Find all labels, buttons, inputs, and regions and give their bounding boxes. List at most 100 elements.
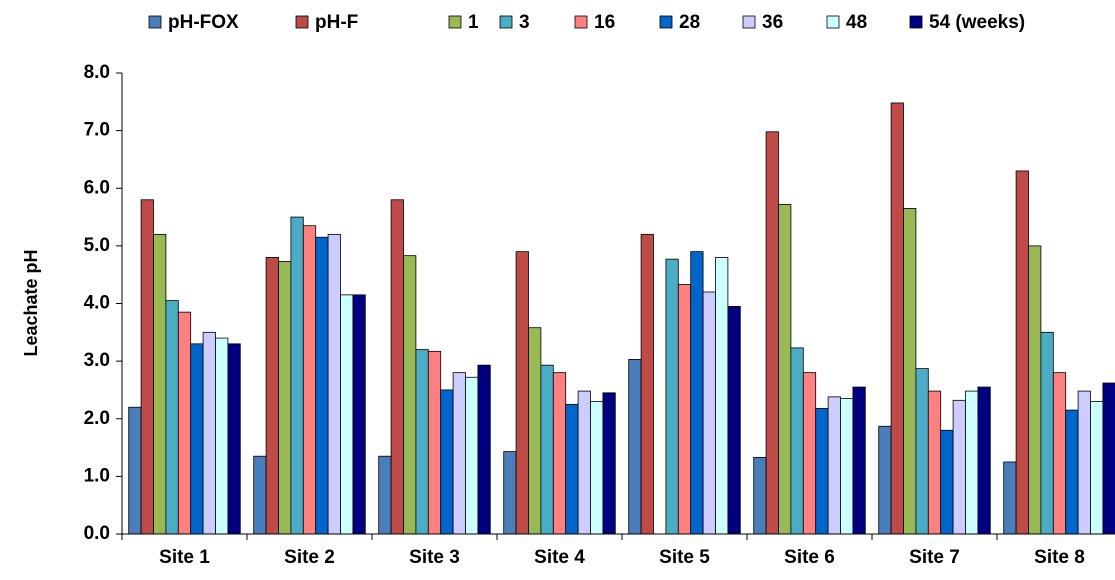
bar [415, 349, 429, 535]
bar [427, 350, 442, 535]
bar [765, 131, 779, 535]
bar [677, 284, 692, 535]
y-tick-label: 3.0 [84, 350, 110, 371]
bar [452, 372, 466, 535]
bar [140, 199, 154, 535]
x-tick-label: Site 6 [784, 547, 835, 568]
bar [403, 255, 417, 535]
bar [965, 390, 979, 535]
bar [1102, 382, 1115, 535]
legend-label: 3 [519, 12, 530, 33]
bar [878, 425, 892, 535]
legend-swatch [826, 15, 840, 29]
y-tick-label: 5.0 [84, 235, 110, 256]
bar [1090, 401, 1104, 535]
bar [327, 233, 341, 535]
bar [290, 216, 304, 535]
bar [278, 261, 292, 535]
legend-swatch [148, 15, 162, 29]
bar [540, 364, 554, 535]
legend-label: pH-F [315, 12, 358, 33]
bar [378, 455, 392, 535]
bar [465, 376, 479, 535]
legend-label: 54 (weeks) [929, 12, 1025, 33]
bar [665, 258, 679, 535]
legend-swatch [909, 15, 923, 29]
bar [628, 358, 642, 535]
bar [177, 311, 192, 535]
bar [1028, 245, 1042, 535]
bar [515, 251, 529, 535]
bar [1015, 170, 1029, 535]
bar [302, 225, 317, 535]
legend-label: 36 [762, 12, 783, 33]
bar [352, 294, 366, 535]
x-tick-label: Site 8 [1034, 547, 1085, 568]
bar [1040, 331, 1054, 535]
y-tick-label: 1.0 [84, 465, 110, 486]
bar [852, 386, 866, 535]
bar [702, 291, 716, 535]
bar [790, 347, 804, 535]
legend-label: 16 [594, 12, 615, 33]
bar [227, 343, 241, 535]
bar [477, 364, 491, 535]
x-tick-label: Site 5 [659, 547, 710, 568]
legend-label: pH-FOX [168, 12, 239, 33]
bar [727, 305, 741, 535]
legend-swatch [742, 15, 756, 29]
x-tick-label: Site 2 [284, 547, 335, 568]
bar [778, 203, 792, 535]
y-tick-label: 6.0 [84, 177, 110, 198]
bar [153, 233, 167, 535]
bar [215, 337, 229, 535]
bar [1065, 409, 1079, 535]
bar [577, 390, 591, 535]
bar [340, 294, 354, 535]
bar [753, 456, 767, 535]
bar [1052, 372, 1067, 535]
bar [590, 401, 604, 535]
bar [952, 399, 966, 535]
legend-swatch [295, 15, 309, 29]
bar [565, 403, 579, 535]
bar [827, 396, 841, 535]
bar [202, 331, 216, 535]
bar [390, 199, 404, 535]
bar [503, 451, 517, 535]
y-tick-label: 0.0 [84, 523, 110, 544]
x-tick-label: Site 4 [534, 547, 585, 568]
bar [128, 406, 142, 535]
bar [927, 390, 942, 535]
bar [1077, 390, 1091, 535]
legend-swatch [574, 15, 588, 29]
bar [915, 368, 929, 535]
bar [903, 208, 917, 535]
bar [940, 429, 954, 535]
bar [840, 398, 854, 535]
legend-swatch [499, 15, 513, 29]
bar [253, 455, 267, 535]
bar [640, 233, 654, 535]
bar [815, 407, 829, 535]
y-tick-label: 2.0 [84, 408, 110, 429]
bar [602, 392, 616, 535]
bar [265, 256, 279, 535]
y-tick-label: 7.0 [84, 120, 110, 141]
bar [802, 372, 817, 535]
bar [1003, 461, 1017, 535]
bar [690, 251, 704, 535]
x-tick-label: Site 7 [909, 547, 960, 568]
legend-swatch [448, 15, 462, 29]
y-axis-label: Leachate pH [21, 249, 41, 356]
bar [715, 256, 729, 535]
legend-label: 48 [846, 12, 867, 33]
bar [890, 102, 904, 535]
bar [165, 300, 179, 535]
bar [440, 389, 454, 535]
bar [315, 236, 329, 535]
bar [977, 386, 991, 535]
y-tick-label: 8.0 [84, 62, 110, 83]
y-tick-label: 4.0 [84, 293, 110, 314]
